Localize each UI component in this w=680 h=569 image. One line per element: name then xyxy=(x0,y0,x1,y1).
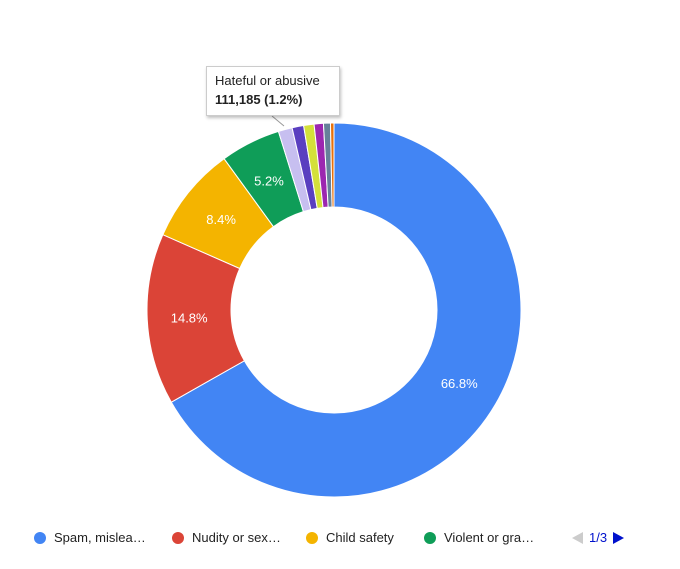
legend-label: Spam, mislea… xyxy=(54,530,146,545)
tooltip: Hateful or abusive 111,185 (1.2%) xyxy=(206,66,340,116)
slice-label-2: 8.4% xyxy=(206,212,236,227)
previous-page-icon[interactable] xyxy=(572,531,583,544)
donut-slice-0[interactable] xyxy=(170,122,522,498)
legend-label: Child safety xyxy=(326,530,394,545)
next-page-icon[interactable] xyxy=(613,531,625,544)
legend-dot-icon xyxy=(34,531,46,544)
legend-dot-icon xyxy=(306,531,318,544)
tooltip-value: 111,185 (1.2%) xyxy=(215,92,303,107)
legend-item-child-safety[interactable]: Child safety xyxy=(306,530,394,545)
legend-item-nudity[interactable]: Nudity or sex… xyxy=(172,530,281,545)
slice-label-1: 14.8% xyxy=(171,310,208,325)
legend-item-violent[interactable]: Violent or gra… xyxy=(424,530,534,545)
tooltip-leader-line xyxy=(271,115,285,127)
legend-item-spam[interactable]: Spam, mislea… xyxy=(34,530,146,545)
donut-slice-9[interactable] xyxy=(329,122,335,208)
legend-dot-icon xyxy=(424,531,436,544)
legend-dot-icon xyxy=(172,531,184,544)
legend-label: Violent or gra… xyxy=(444,530,535,545)
legend: Spam, mislea… Nudity or sex… Child safet… xyxy=(34,530,654,548)
legend-pager: 1/3 xyxy=(572,530,625,545)
legend-label: Nudity or sex… xyxy=(192,530,281,545)
slice-label-3: 5.2% xyxy=(254,173,284,188)
legend-page-indicator: 1/3 xyxy=(589,530,608,545)
slice-label-0: 66.8% xyxy=(441,376,478,391)
tooltip-title: Hateful or abusive xyxy=(215,73,320,88)
